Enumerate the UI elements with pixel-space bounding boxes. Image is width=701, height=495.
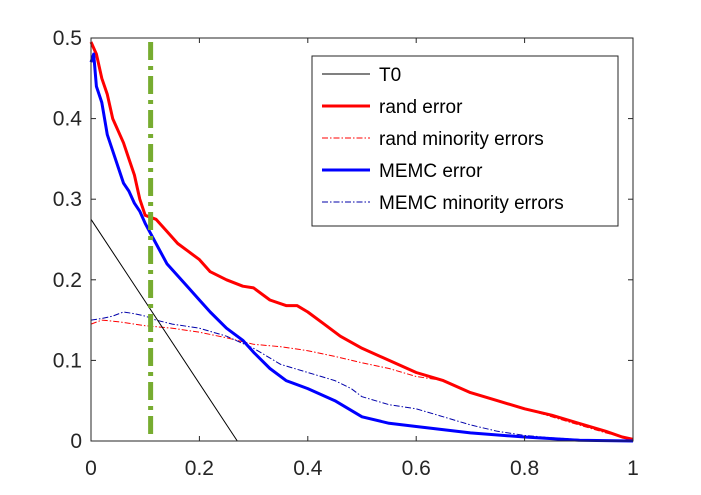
y-tick-label: 0.5	[53, 27, 82, 50]
x-tick-label: 0.4	[293, 457, 323, 480]
legend: T0 rand error rand minority errors MEMC err…	[311, 55, 619, 227]
x-tick-label: 1	[627, 457, 639, 480]
x-tick-label: 0	[85, 457, 97, 480]
plot-frame	[90, 37, 634, 442]
y-tick-label: 0	[70, 430, 82, 453]
x-tick-label: 0.2	[185, 457, 214, 480]
series-line-rand-minority-errors	[90, 319, 634, 440]
legend-label-rand-error: rand error	[379, 97, 463, 118]
y-tick-label: 0.1	[53, 349, 82, 372]
legend-label-memc-minority-errors: MEMC minority errors	[379, 193, 564, 214]
x-tick-label: 0.8	[510, 457, 539, 480]
legend-box	[311, 55, 619, 227]
y-tick-label: 0.3	[53, 188, 82, 211]
series-line-t0	[90, 219, 238, 442]
y-tick-label: 0.4	[53, 108, 83, 131]
legend-label-rand-minority-errors: rand minority errors	[379, 129, 544, 150]
series-line-rand-error	[89, 41, 634, 441]
axis-ticks: 0 0.2 0.4 0.6 0.8 1 0 0.1 0.2 0.3 0.4 0.5	[53, 27, 639, 480]
x-tick-label: 0.6	[402, 457, 431, 480]
legend-label-memc-error: MEMC error	[379, 161, 483, 182]
legend-label-t0: T0	[379, 65, 401, 86]
series-line-memc-minority-errors	[90, 311, 634, 442]
y-tick-label: 0.2	[53, 269, 82, 292]
series-layer	[89, 41, 634, 443]
series-line-memc-error	[89, 52, 634, 443]
